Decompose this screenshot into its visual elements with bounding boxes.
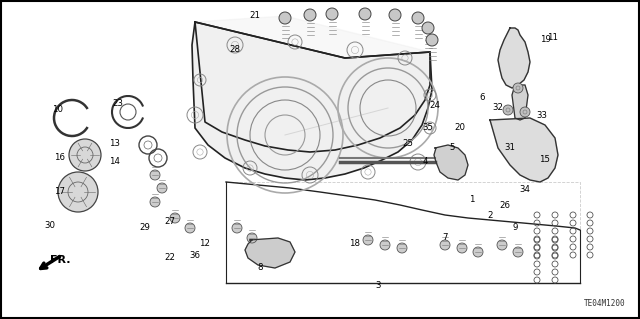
Circle shape xyxy=(513,83,523,93)
Circle shape xyxy=(457,243,467,253)
Polygon shape xyxy=(490,118,558,182)
Text: 25: 25 xyxy=(403,139,413,149)
Text: 4: 4 xyxy=(422,158,428,167)
Circle shape xyxy=(185,223,195,233)
Text: 23: 23 xyxy=(113,100,124,108)
Circle shape xyxy=(397,243,407,253)
Text: 9: 9 xyxy=(512,224,518,233)
Text: 17: 17 xyxy=(54,188,65,197)
Circle shape xyxy=(412,12,424,24)
Text: 13: 13 xyxy=(109,138,120,147)
Circle shape xyxy=(304,9,316,21)
Text: 29: 29 xyxy=(140,224,150,233)
Text: 12: 12 xyxy=(200,239,211,248)
Text: 32: 32 xyxy=(493,103,504,113)
Text: 2: 2 xyxy=(487,211,493,219)
Text: 16: 16 xyxy=(54,153,65,162)
Circle shape xyxy=(247,233,257,243)
Text: 28: 28 xyxy=(230,46,241,55)
Text: 35: 35 xyxy=(422,122,433,131)
Text: 26: 26 xyxy=(499,201,511,210)
Circle shape xyxy=(326,8,338,20)
Text: FR.: FR. xyxy=(50,255,70,265)
Polygon shape xyxy=(195,16,430,58)
Circle shape xyxy=(58,172,98,212)
Circle shape xyxy=(473,247,483,257)
Circle shape xyxy=(503,105,513,115)
Text: 6: 6 xyxy=(479,93,484,102)
Circle shape xyxy=(422,22,434,34)
Text: 33: 33 xyxy=(536,110,547,120)
Text: 1: 1 xyxy=(469,196,475,204)
Text: 15: 15 xyxy=(540,155,550,165)
Text: 8: 8 xyxy=(257,263,263,272)
Text: 5: 5 xyxy=(449,144,455,152)
Circle shape xyxy=(170,213,180,223)
Circle shape xyxy=(363,235,373,245)
Text: 11: 11 xyxy=(547,33,559,42)
Circle shape xyxy=(440,240,450,250)
Circle shape xyxy=(150,197,160,207)
Polygon shape xyxy=(192,22,432,180)
Text: 24: 24 xyxy=(429,101,440,110)
Text: 7: 7 xyxy=(442,234,448,242)
Circle shape xyxy=(232,223,242,233)
Circle shape xyxy=(157,183,167,193)
Text: 21: 21 xyxy=(250,11,260,20)
Circle shape xyxy=(359,8,371,20)
Polygon shape xyxy=(434,145,468,180)
Circle shape xyxy=(513,247,523,257)
Text: 22: 22 xyxy=(164,254,175,263)
Text: 31: 31 xyxy=(504,144,515,152)
Circle shape xyxy=(497,240,507,250)
Text: 3: 3 xyxy=(375,280,381,290)
Circle shape xyxy=(426,34,438,46)
Polygon shape xyxy=(498,28,530,88)
Text: TE04M1200: TE04M1200 xyxy=(584,299,625,308)
Circle shape xyxy=(520,107,530,117)
Text: 14: 14 xyxy=(109,158,120,167)
Polygon shape xyxy=(245,238,295,268)
Text: 27: 27 xyxy=(164,218,175,226)
Text: 20: 20 xyxy=(454,123,465,132)
Text: 34: 34 xyxy=(520,186,531,195)
Circle shape xyxy=(150,170,160,180)
Text: 19: 19 xyxy=(540,35,550,44)
Text: 18: 18 xyxy=(349,239,360,248)
Text: 10: 10 xyxy=(52,106,63,115)
Circle shape xyxy=(69,139,101,171)
Text: 36: 36 xyxy=(189,250,200,259)
Polygon shape xyxy=(512,85,528,120)
Circle shape xyxy=(389,9,401,21)
Circle shape xyxy=(279,12,291,24)
Text: 30: 30 xyxy=(45,220,56,229)
Circle shape xyxy=(380,240,390,250)
